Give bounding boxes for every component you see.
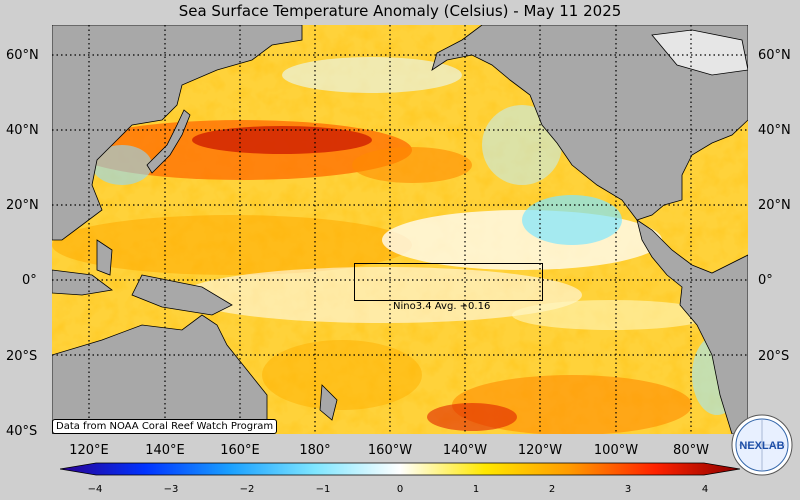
lon-label: 140°W [442, 443, 488, 458]
lon-label: 80°W [673, 443, 709, 458]
map-title: Sea Surface Temperature Anomaly (Celsius… [178, 2, 622, 20]
map-graphic [52, 25, 748, 434]
colorbar-tick: 3 [624, 484, 632, 495]
colorbar [60, 462, 740, 476]
colorbar-tick: 2 [548, 484, 556, 495]
colorbar-tick: −3 [163, 484, 179, 495]
lon-label: 160°E [220, 443, 260, 458]
lon-label: 100°W [593, 443, 639, 458]
lon-label: 140°E [145, 443, 185, 458]
lat-label-right: 0° [758, 273, 773, 288]
colorbar-tick: −1 [315, 484, 331, 495]
lat-label-left: 60°N [6, 48, 39, 63]
lat-label-left: 20°N [6, 198, 39, 213]
lat-label-right: 20°S [758, 349, 790, 364]
colorbar-tick: 4 [701, 484, 709, 495]
colorbar-tick: −2 [239, 484, 255, 495]
lat-label-left: 40°N [6, 123, 39, 138]
data-credit: Data from NOAA Coral Reef Watch Program [52, 419, 278, 434]
lat-label-left: 20°S [6, 349, 38, 364]
lon-label: 160°W [367, 443, 413, 458]
colorbar-tick: 1 [472, 484, 480, 495]
colorbar-tick: −4 [87, 484, 103, 495]
lat-label-left: 0° [22, 273, 37, 288]
sst-anomaly-map [52, 25, 748, 434]
nino34-region-box [354, 263, 543, 301]
lon-label: 120°W [517, 443, 563, 458]
nino34-label: Nino3.4 Avg. +0.16 [393, 301, 491, 312]
lon-label: 120°E [69, 443, 109, 458]
colorbar-tick: 0 [396, 484, 404, 495]
lat-label-right: 40°N [758, 123, 791, 138]
lat-label-left: 40°S [6, 424, 38, 439]
nexlab-logo: NEXLAB [731, 414, 793, 476]
lat-label-right: 60°N [758, 48, 791, 63]
lon-label: 180° [299, 443, 331, 458]
logo-text: NEXLAB [739, 440, 784, 452]
lat-label-right: 20°N [758, 198, 791, 213]
